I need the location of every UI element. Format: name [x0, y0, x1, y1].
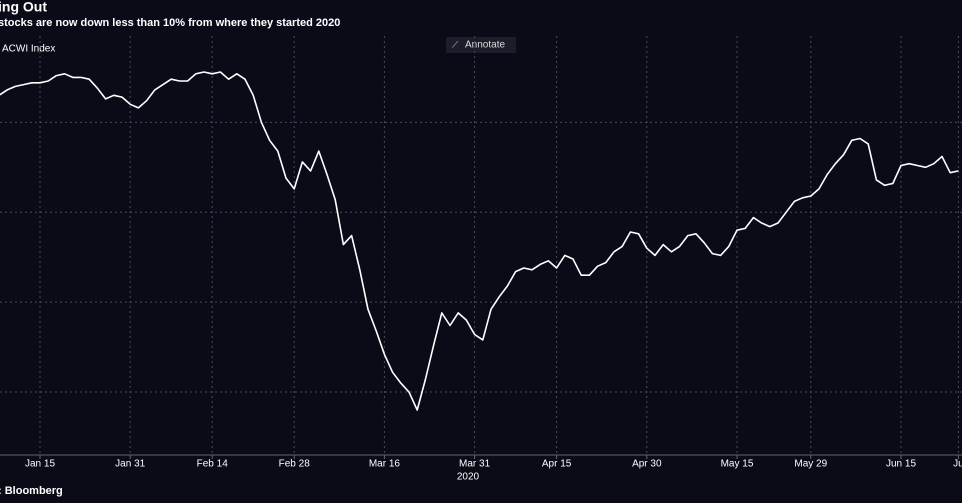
x-tick-label: Mar 16: [369, 459, 401, 470]
x-tick-label: Feb 28: [279, 459, 311, 470]
button-icon[interactable]: ⟋: [452, 39, 459, 49]
chart-title: ing Out: [0, 0, 47, 15]
button-label[interactable]: Annotate: [465, 40, 505, 51]
x-tick-label: Jan 31: [115, 459, 145, 470]
button-bg[interactable]: [446, 37, 516, 53]
x-tick-label: Jan 15: [25, 459, 55, 470]
source: : Bloomberg: [0, 485, 63, 497]
year-label: 2020: [457, 472, 480, 483]
x-tick-label: Apr 30: [632, 459, 662, 470]
x-tick-label: May 29: [794, 459, 827, 470]
chart-subtitle: stocks are now down less than 10% from w…: [0, 17, 340, 29]
x-tick-label: Jun 15: [886, 459, 916, 470]
legend-entry: ACWI Index: [2, 44, 55, 55]
x-tick-label: Apr 15: [542, 459, 572, 470]
x-tick-label: Ju: [953, 459, 962, 470]
annotate-button[interactable]: ⟋ Annotate: [446, 37, 516, 53]
x-tick-label: Feb 14: [197, 459, 229, 470]
x-tick-label: May 15: [721, 459, 754, 470]
x-tick-label: Mar 31: [459, 459, 491, 470]
line-series: [0, 71, 959, 411]
